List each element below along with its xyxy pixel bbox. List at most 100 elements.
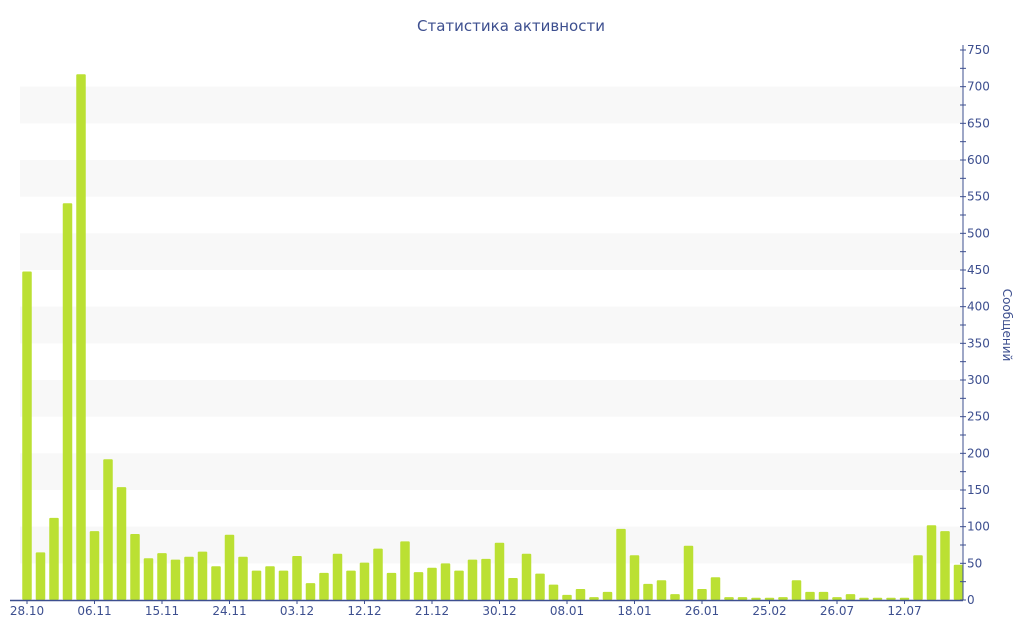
x-tick-label: 18.01 — [617, 604, 651, 618]
bar — [832, 597, 842, 600]
bar — [292, 556, 302, 600]
bar — [427, 567, 437, 600]
bar — [845, 594, 856, 600]
bar — [89, 531, 100, 600]
y-tick-label: 50 — [967, 556, 982, 570]
bar — [616, 528, 626, 600]
bar — [562, 594, 572, 600]
x-tick-label: 12.12 — [347, 604, 381, 618]
bar — [211, 566, 221, 600]
bar — [926, 525, 937, 600]
bar — [22, 271, 32, 600]
grid-bands — [20, 86, 963, 564]
bar — [346, 570, 356, 600]
grid-band — [20, 86, 963, 124]
bar — [143, 558, 154, 600]
bar — [656, 580, 667, 600]
bar — [76, 74, 86, 600]
bar — [49, 517, 59, 600]
x-tick-label: 26.01 — [685, 604, 719, 618]
y-tick-label: 400 — [967, 300, 990, 314]
bar — [494, 542, 505, 600]
x-tick-label: 21.12 — [415, 604, 449, 618]
bar — [184, 556, 194, 600]
bar — [62, 203, 73, 600]
bar — [103, 459, 113, 600]
bar — [886, 597, 896, 600]
bar — [319, 572, 329, 600]
bar — [899, 597, 910, 600]
y-tick-label: 650 — [967, 116, 990, 130]
bar — [548, 584, 559, 600]
bar — [751, 597, 761, 600]
bar — [940, 531, 950, 600]
bar — [710, 577, 721, 600]
y-axis: 0 50 100 150 200 250 300 350 400 450 500 550 600 650 7… — [960, 43, 990, 607]
bar — [791, 580, 802, 600]
x-tick-label: 08.01 — [550, 604, 584, 618]
grid-band — [20, 453, 963, 490]
x-tick-label: 24.11 — [212, 604, 246, 618]
x-tick-label: 03.12 — [280, 604, 314, 618]
bar — [238, 556, 248, 600]
bar — [805, 591, 815, 600]
y-tick-label: 750 — [967, 43, 990, 57]
bar — [224, 534, 235, 600]
y-tick-label: 250 — [967, 410, 990, 424]
y-tick-label: 600 — [967, 153, 990, 167]
y-tick-label: 150 — [967, 483, 990, 497]
bar — [953, 564, 964, 600]
bar — [413, 572, 424, 600]
bar — [697, 589, 707, 600]
y-tick-label: 300 — [967, 373, 990, 387]
grid-band — [20, 160, 963, 197]
bar — [683, 545, 694, 600]
x-tick-label: 30.12 — [482, 604, 516, 618]
bar — [575, 589, 586, 600]
bar — [197, 551, 208, 600]
x-tick-label: 28.10 — [10, 604, 44, 618]
bar — [670, 594, 680, 600]
y-tick-label: 0 — [967, 593, 975, 607]
bar — [373, 548, 383, 600]
bar — [818, 591, 829, 600]
x-tick-label: 25.02 — [752, 604, 786, 618]
x-tick-label: 26.07 — [820, 604, 854, 618]
grid-band — [20, 380, 963, 417]
x-tick-label: 15.11 — [145, 604, 179, 618]
y-tick-label: 200 — [967, 446, 990, 460]
grid-band — [20, 526, 963, 564]
bar — [481, 558, 491, 600]
bar — [589, 597, 599, 600]
bar — [508, 578, 518, 600]
y-tick-label: 100 — [967, 520, 990, 534]
y-tick-label: 450 — [967, 263, 990, 277]
grid-band — [20, 233, 963, 270]
y-tick-label: 500 — [967, 226, 990, 240]
bar — [724, 597, 734, 600]
bar — [400, 541, 410, 600]
bar — [116, 487, 127, 600]
bar — [535, 573, 545, 600]
bar — [764, 597, 775, 600]
y-tick-label: 700 — [967, 80, 990, 94]
x-tick-label: 12.07 — [887, 604, 921, 618]
bar — [265, 566, 275, 600]
bar — [454, 570, 464, 600]
y-tick-label: 550 — [967, 190, 990, 204]
bar — [643, 583, 653, 600]
bar — [278, 570, 289, 600]
bar — [737, 597, 748, 600]
bar — [913, 555, 923, 600]
y-tick-label: 350 — [967, 336, 990, 350]
bar — [305, 583, 316, 600]
bar — [872, 597, 883, 600]
bar — [859, 597, 869, 600]
grid-band — [20, 306, 963, 344]
bar — [440, 563, 451, 600]
bar — [386, 572, 397, 600]
bar — [467, 559, 478, 600]
bar — [778, 597, 788, 600]
bars — [22, 74, 964, 600]
y-axis-label: Сообщений — [1000, 289, 1014, 362]
